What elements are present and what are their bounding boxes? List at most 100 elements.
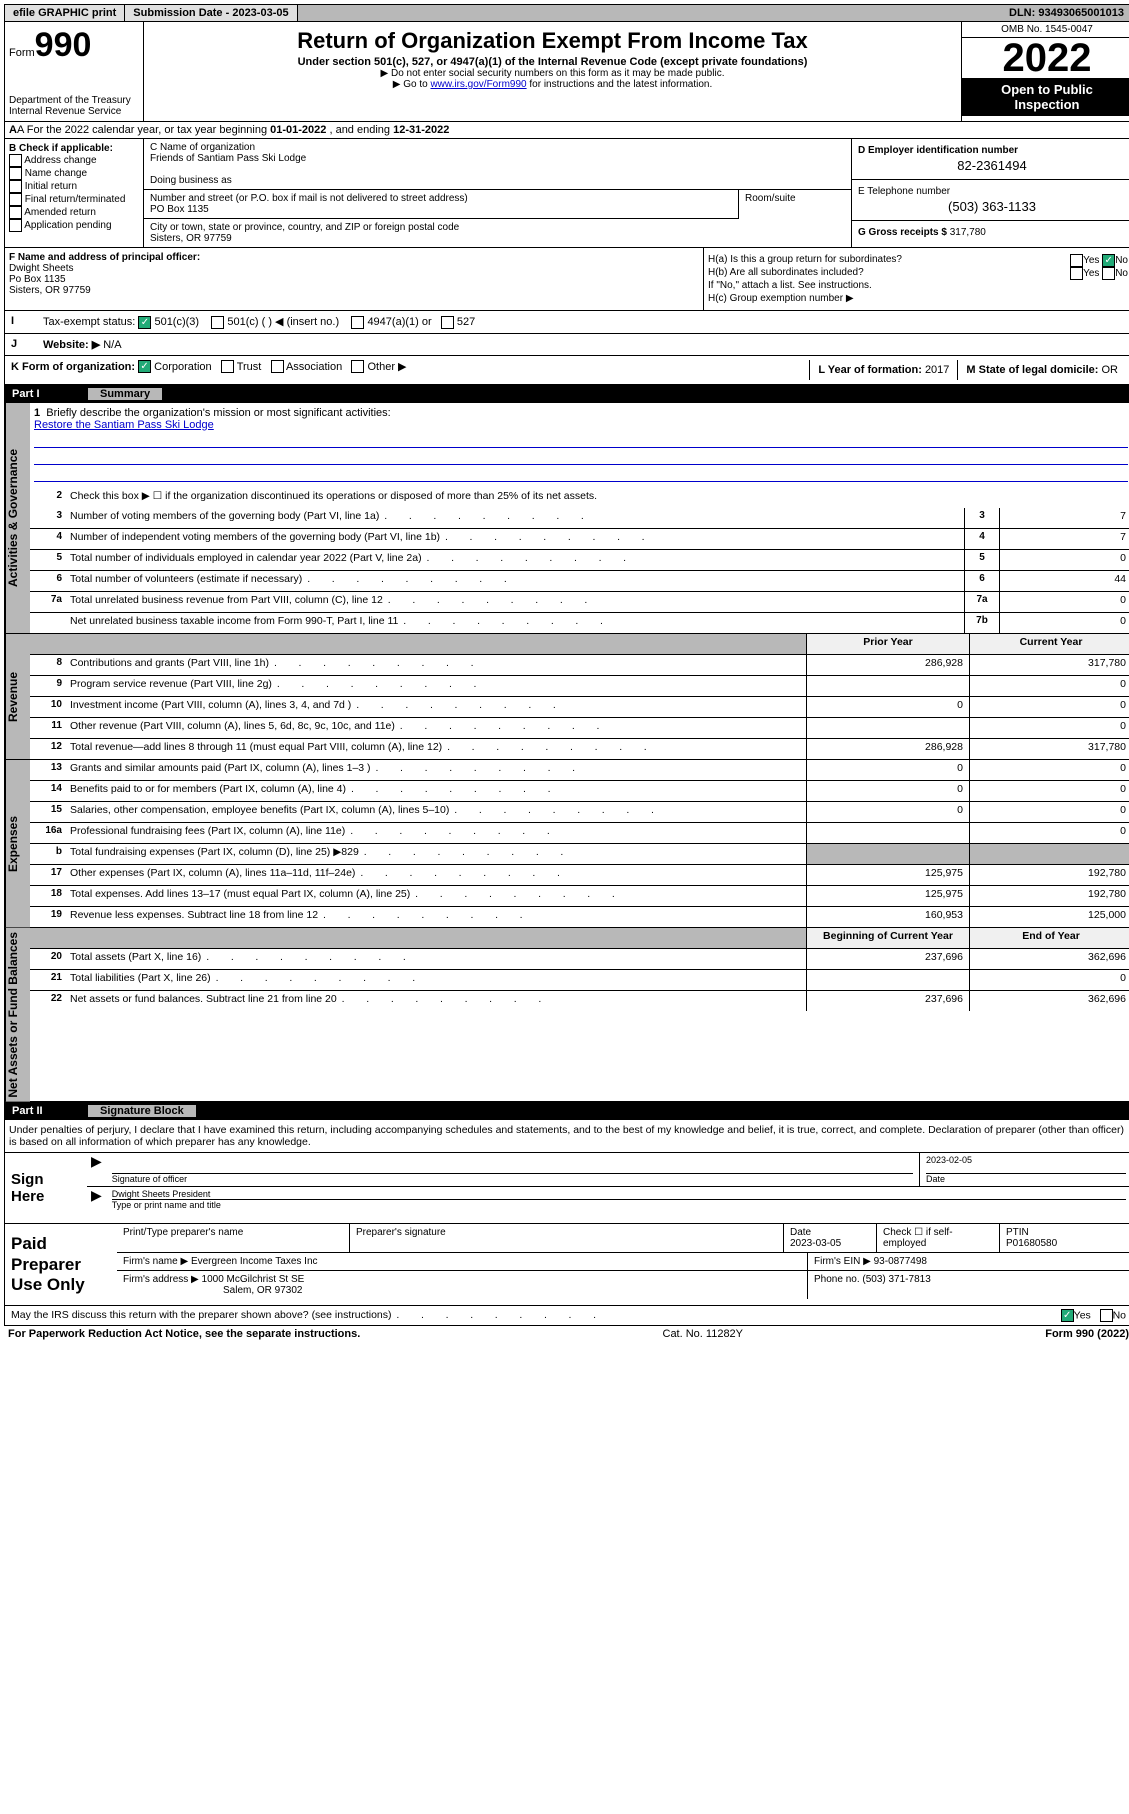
ha-text: H(a) Is this a group return for subordin… — [708, 254, 902, 265]
cb-pending-label: Application pending — [24, 220, 111, 231]
cb-pending[interactable] — [9, 219, 22, 232]
line-val: 7 — [999, 529, 1129, 549]
prep-h5v: P01680580 — [1006, 1238, 1057, 1249]
cb-amended[interactable] — [9, 206, 22, 219]
line-num: 12 — [30, 739, 66, 759]
submission-date-btn[interactable]: Submission Date - 2023-03-05 — [125, 5, 297, 21]
col-curr: Current Year — [969, 634, 1129, 654]
line-num: 14 — [30, 781, 66, 801]
mission-link[interactable]: Restore the Santiam Pass Ski Lodge — [34, 419, 214, 431]
line-num: 9 — [30, 676, 66, 696]
dept-treasury: Department of the Treasury — [9, 95, 139, 106]
row-j: J Website: ▶ N/A — [4, 334, 1129, 356]
line-20: 20 Total assets (Part X, line 16) 237,69… — [30, 949, 1129, 970]
line-num: 6 — [30, 571, 66, 591]
rev-section: Revenue Prior Year Current Year 8 Contri… — [4, 634, 1129, 760]
cb-assoc[interactable] — [271, 360, 284, 373]
line-curr: 0 — [969, 676, 1129, 696]
cb-corp[interactable]: ✓ — [138, 360, 151, 373]
line-prior: 0 — [806, 802, 969, 822]
firm-ein: Firm's EIN ▶ 93-0877498 — [808, 1253, 1129, 1270]
firm-phone: Phone no. (503) 371-7813 — [808, 1271, 1129, 1299]
cb-other[interactable] — [351, 360, 364, 373]
efile-print-btn[interactable]: efile GRAPHIC print — [5, 5, 125, 21]
sig-date-cell: 2023-02-05 Date — [920, 1153, 1129, 1186]
part1-num: Part I — [12, 388, 92, 400]
cb-trust[interactable] — [221, 360, 234, 373]
org-name-box: C Name of organization Friends of Santia… — [144, 139, 851, 190]
hb-yes[interactable] — [1070, 267, 1083, 280]
discuss-no[interactable] — [1100, 1309, 1113, 1322]
line-desc: Net assets or fund balances. Subtract li… — [66, 991, 806, 1011]
cb-initial[interactable] — [9, 180, 22, 193]
m-val: OR — [1102, 364, 1119, 376]
prep-row1: Print/Type preparer's name Preparer's si… — [117, 1224, 1129, 1253]
line-val: 0 — [999, 613, 1129, 633]
line-prior: 237,696 — [806, 991, 969, 1011]
line-desc: Contributions and grants (Part VIII, lin… — [66, 655, 806, 675]
cb-name[interactable] — [9, 167, 22, 180]
line-17: 17 Other expenses (Part IX, column (A), … — [30, 865, 1129, 886]
net-header: Beginning of Current Year End of Year — [30, 928, 1129, 949]
rowa-begin: 01-01-2022 — [270, 124, 326, 136]
ha-no[interactable]: ✓ — [1102, 254, 1115, 267]
section-fh: F Name and address of principal officer:… — [4, 248, 1129, 311]
dln: DLN: 93493065001013 — [1001, 5, 1129, 21]
line-boxnum: 5 — [964, 550, 999, 570]
rev-header: Prior Year Current Year — [30, 634, 1129, 655]
addr-row: Number and street (or P.O. box if mail i… — [144, 190, 851, 219]
col-b-mid: C Name of organization Friends of Santia… — [144, 139, 851, 247]
line-num: 16a — [30, 823, 66, 843]
sig-label: Signature of officer — [112, 1174, 187, 1184]
line-6: 6 Total number of volunteers (estimate i… — [30, 571, 1129, 592]
ha-yes[interactable] — [1070, 254, 1083, 267]
sub-label: Submission Date - — [133, 7, 232, 19]
bottom-line: For Paperwork Reduction Act Notice, see … — [4, 1326, 1129, 1342]
line-num: 15 — [30, 802, 66, 822]
cb-address[interactable] — [9, 154, 22, 167]
mission-line — [34, 467, 1128, 482]
col-prior: Prior Year — [806, 634, 969, 654]
line-prior: 0 — [806, 760, 969, 780]
line-desc: Grants and similar amounts paid (Part IX… — [66, 760, 806, 780]
line-15: 15 Salaries, other compensation, employe… — [30, 802, 1129, 823]
l-cell: L Year of formation: 2017 — [809, 360, 957, 380]
line2-num: 2 — [30, 488, 66, 508]
i-opt4: 527 — [457, 316, 475, 328]
org-name: Friends of Santiam Pass Ski Lodge — [150, 153, 845, 164]
hb-no[interactable] — [1102, 267, 1115, 280]
line-num: 22 — [30, 991, 66, 1011]
sub-date: 2023-03-05 — [232, 7, 288, 19]
prep-row3: Firm's address ▶ 1000 McGilchrist St SE … — [117, 1271, 1129, 1299]
officer-addr: Po Box 1135 — [9, 274, 66, 285]
line-val: 44 — [999, 571, 1129, 591]
check-b: B Check if applicable: Address change Na… — [5, 139, 144, 247]
org-city: Sisters, OR 97759 — [150, 233, 845, 244]
cb-527[interactable] — [441, 316, 454, 329]
cb-501c[interactable] — [211, 316, 224, 329]
open-public: Open to Public Inspection — [962, 78, 1129, 116]
line-val: 7 — [999, 508, 1129, 528]
l-val: 2017 — [925, 364, 949, 376]
row-a-taxyear: AA For the 2022 calendar year, or tax ye… — [4, 122, 1129, 139]
line-curr — [969, 844, 1129, 864]
dba-label: Doing business as — [150, 175, 845, 186]
sig-officer: Signature of officer — [106, 1153, 920, 1186]
g-label: G Gross receipts $ — [858, 227, 950, 238]
firm-addr: Firm's address ▶ 1000 McGilchrist St SE … — [117, 1271, 808, 1299]
line-prior: 125,975 — [806, 865, 969, 885]
cb-address-label: Address change — [24, 155, 96, 166]
i-lab: I — [5, 311, 37, 333]
cb-4947[interactable] — [351, 316, 364, 329]
irs-link[interactable]: www.irs.gov/Form990 — [430, 79, 526, 90]
line-desc: Total revenue—add lines 8 through 11 (mu… — [66, 739, 806, 759]
line-num: 20 — [30, 949, 66, 969]
prep-h1: Print/Type preparer's name — [117, 1224, 350, 1252]
sign-block: Sign Here ▶ Signature of officer 2023-02… — [4, 1153, 1129, 1224]
cb-501c3[interactable]: ✓ — [138, 316, 151, 329]
discuss-yes[interactable]: ✓ — [1061, 1309, 1074, 1322]
part2-title: Signature Block — [88, 1105, 196, 1117]
cb-final[interactable] — [9, 193, 22, 206]
line-prior: 0 — [806, 697, 969, 717]
form-title: Return of Organization Exempt From Incom… — [148, 28, 957, 54]
